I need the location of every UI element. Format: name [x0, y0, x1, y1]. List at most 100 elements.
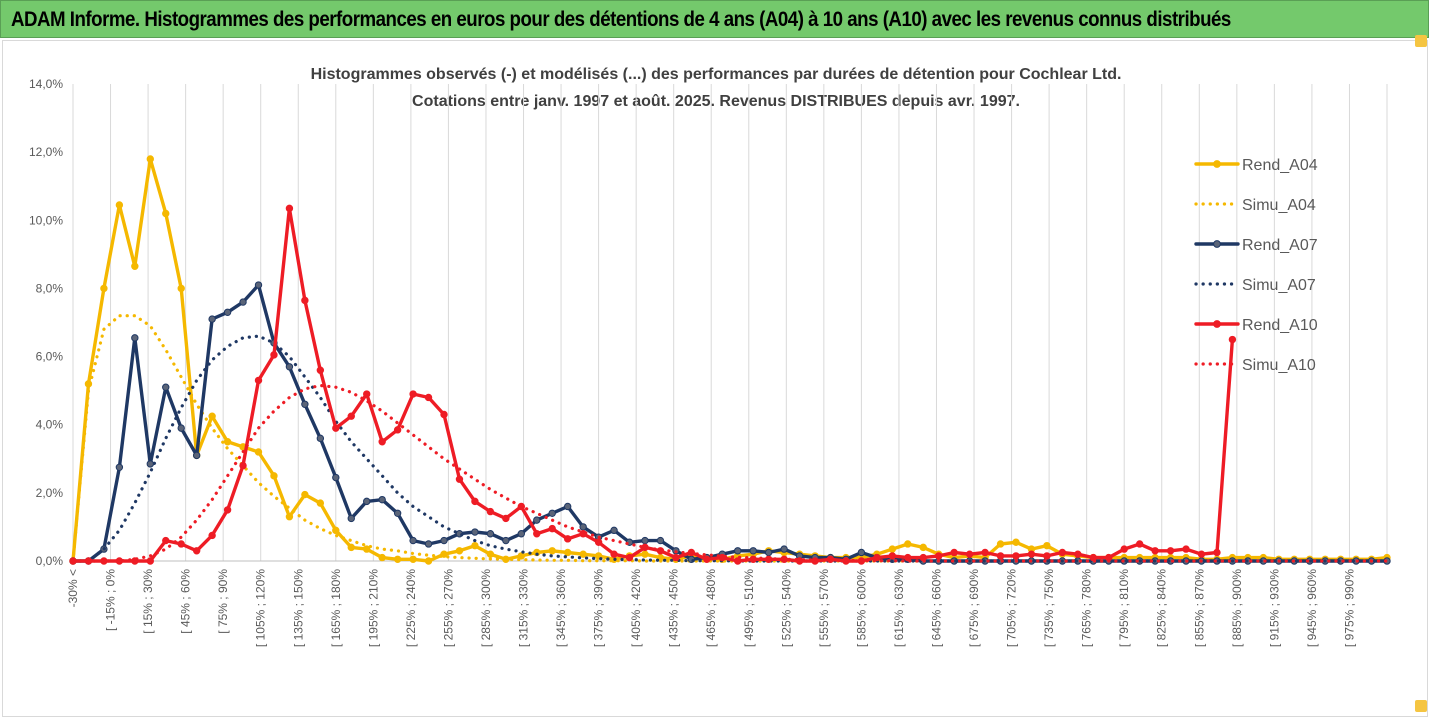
data-point-rend-a04	[517, 552, 526, 560]
data-point-rend-a07	[857, 548, 866, 557]
data-point-rend-a07	[734, 547, 742, 555]
data-point-rend-a07	[641, 536, 649, 545]
data-point-rend-a10	[285, 204, 294, 213]
data-point-rend-a04	[146, 155, 154, 163]
frame-handle-top[interactable]	[1415, 35, 1427, 47]
x-tick-label: [ 825% ; 840%	[1155, 569, 1169, 647]
data-point-rend-a07	[656, 536, 665, 545]
data-point-rend-a10	[471, 497, 479, 506]
legend-marker-rend-a04	[1213, 160, 1221, 168]
data-point-rend-a10	[533, 530, 541, 538]
data-point-rend-a07	[301, 400, 309, 408]
data-point-rend-a10	[146, 557, 154, 565]
data-point-rend-a07	[471, 528, 479, 536]
x-tick-label: [ 765% ; 780%	[1080, 569, 1094, 647]
y-tick-label: 8,0%	[36, 281, 64, 295]
x-tick-label: [ 135% ; 150%	[291, 569, 305, 647]
data-point-rend-a04	[919, 543, 927, 552]
data-point-rend-a07	[239, 298, 247, 306]
x-tick-label: [ 585% ; 600%	[854, 569, 868, 647]
x-tick-label: [ 945% ; 960%	[1305, 569, 1319, 647]
y-tick-label: 14,0%	[29, 77, 63, 91]
chart-title: Histogrammes observés (-) et modélisés (…	[311, 66, 1122, 83]
data-point-rend-a07	[332, 473, 340, 482]
series-line-rend-a07	[73, 283, 1387, 563]
x-tick-label: [ 165% ; 180%	[329, 569, 343, 647]
data-point-rend-a10	[301, 296, 309, 305]
y-tick-label: 6,0%	[36, 350, 64, 364]
data-point-rend-a10	[363, 390, 371, 398]
axes: 0,0% 2,0% 4,0% 6,0% 8,0% 10,0% 12,0% 14,0% -30% …	[29, 77, 1387, 647]
data-point-rend-a04	[424, 557, 433, 565]
data-point-rend-a04	[471, 541, 479, 550]
data-point-rend-a07	[548, 509, 556, 517]
data-point-rend-a10	[1228, 335, 1237, 344]
data-point-rend-a10	[409, 390, 417, 398]
data-point-rend-a04	[548, 547, 556, 555]
gridlines	[72, 84, 1388, 561]
x-tick-label: [ 885% ; 900%	[1230, 569, 1244, 647]
data-point-rend-a07	[610, 526, 618, 535]
data-point-rend-a10	[1166, 547, 1175, 555]
data-point-rend-a07	[486, 530, 495, 538]
data-point-rend-a10	[393, 426, 402, 434]
legend-label-rend-a04: Rend_A04	[1242, 157, 1318, 174]
data-point-rend-a10	[904, 553, 912, 562]
data-point-rend-a07	[409, 536, 417, 545]
data-point-rend-a04	[177, 284, 185, 293]
data-point-rend-a04	[455, 547, 464, 555]
data-point-rend-a10	[1012, 552, 1020, 560]
data-point-rend-a10	[270, 351, 278, 359]
frame-handle-bottom[interactable]	[1415, 700, 1427, 712]
data-point-rend-a07	[162, 383, 170, 391]
data-point-rend-a10	[332, 424, 340, 432]
data-point-rend-a07	[502, 536, 510, 545]
data-point-rend-a10	[672, 553, 680, 562]
data-point-rend-a04	[100, 284, 108, 293]
x-tick-label: [ 435% ; 450%	[667, 569, 681, 647]
data-point-rend-a04	[888, 545, 897, 553]
x-tick-label: [ 915% ; 930%	[1267, 569, 1281, 647]
data-point-rend-a10	[239, 461, 247, 470]
x-tick-label: [ 315% ; 330%	[517, 569, 531, 647]
data-point-rend-a10	[1058, 548, 1067, 557]
data-point-rend-a04	[332, 526, 340, 535]
series-line-simu-a10	[71, 383, 1389, 563]
chart-subtitle: Cotations entre janv. 1997 et août. 2025…	[412, 93, 1020, 110]
x-tick-label: [ 405% ; 420%	[629, 569, 643, 647]
data-point-rend-a10	[424, 393, 433, 402]
data-point-rend-a04	[285, 513, 294, 521]
x-tick-label: -30% <	[66, 569, 80, 607]
data-point-rend-a10	[208, 531, 216, 540]
data-point-rend-a10	[873, 553, 881, 562]
series-line-simu-a07	[71, 334, 1389, 563]
data-point-rend-a07	[749, 547, 757, 555]
series-line-simu-a04	[71, 314, 1389, 563]
data-point-rend-a04	[1012, 538, 1020, 546]
data-point-rend-a04	[486, 550, 495, 558]
data-point-rend-a10	[594, 538, 603, 546]
data-point-rend-a04	[223, 438, 232, 446]
data-point-rend-a10	[1213, 548, 1221, 557]
data-point-rend-a04	[996, 540, 1005, 548]
data-point-rend-a10	[486, 507, 495, 516]
data-point-rend-a07	[146, 460, 154, 468]
data-point-rend-a07	[115, 463, 124, 472]
data-point-rend-a04	[440, 550, 448, 558]
data-point-rend-a10	[1182, 545, 1190, 553]
data-point-rend-a10	[455, 475, 464, 483]
legend: Rend_A04 Simu_A04 Rend_A07 Simu_A07 Rend_A10…	[1194, 157, 1318, 374]
data-point-rend-a04	[316, 499, 325, 507]
x-tick-label: [ 465% ; 480%	[704, 569, 718, 647]
data-point-rend-a07	[780, 545, 788, 553]
data-point-rend-a07	[223, 308, 232, 316]
x-tick-label: [ 855% ; 870%	[1192, 569, 1206, 647]
data-point-rend-a07	[533, 516, 541, 524]
data-point-rend-a04	[115, 201, 124, 209]
legend-label-simu-a10: Simu_A10	[1242, 357, 1316, 374]
x-tick-label: [ 705% ; 720%	[1005, 569, 1019, 647]
data-point-rend-a10	[192, 547, 201, 555]
series	[69, 155, 1391, 565]
x-tick-label: [ 75% ; 90%	[216, 569, 230, 634]
data-point-rend-a04	[378, 553, 386, 562]
